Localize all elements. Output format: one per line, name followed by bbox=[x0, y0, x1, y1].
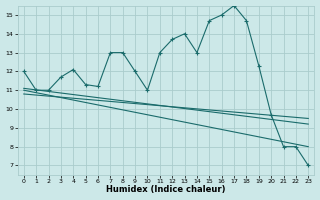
X-axis label: Humidex (Indice chaleur): Humidex (Indice chaleur) bbox=[106, 185, 226, 194]
